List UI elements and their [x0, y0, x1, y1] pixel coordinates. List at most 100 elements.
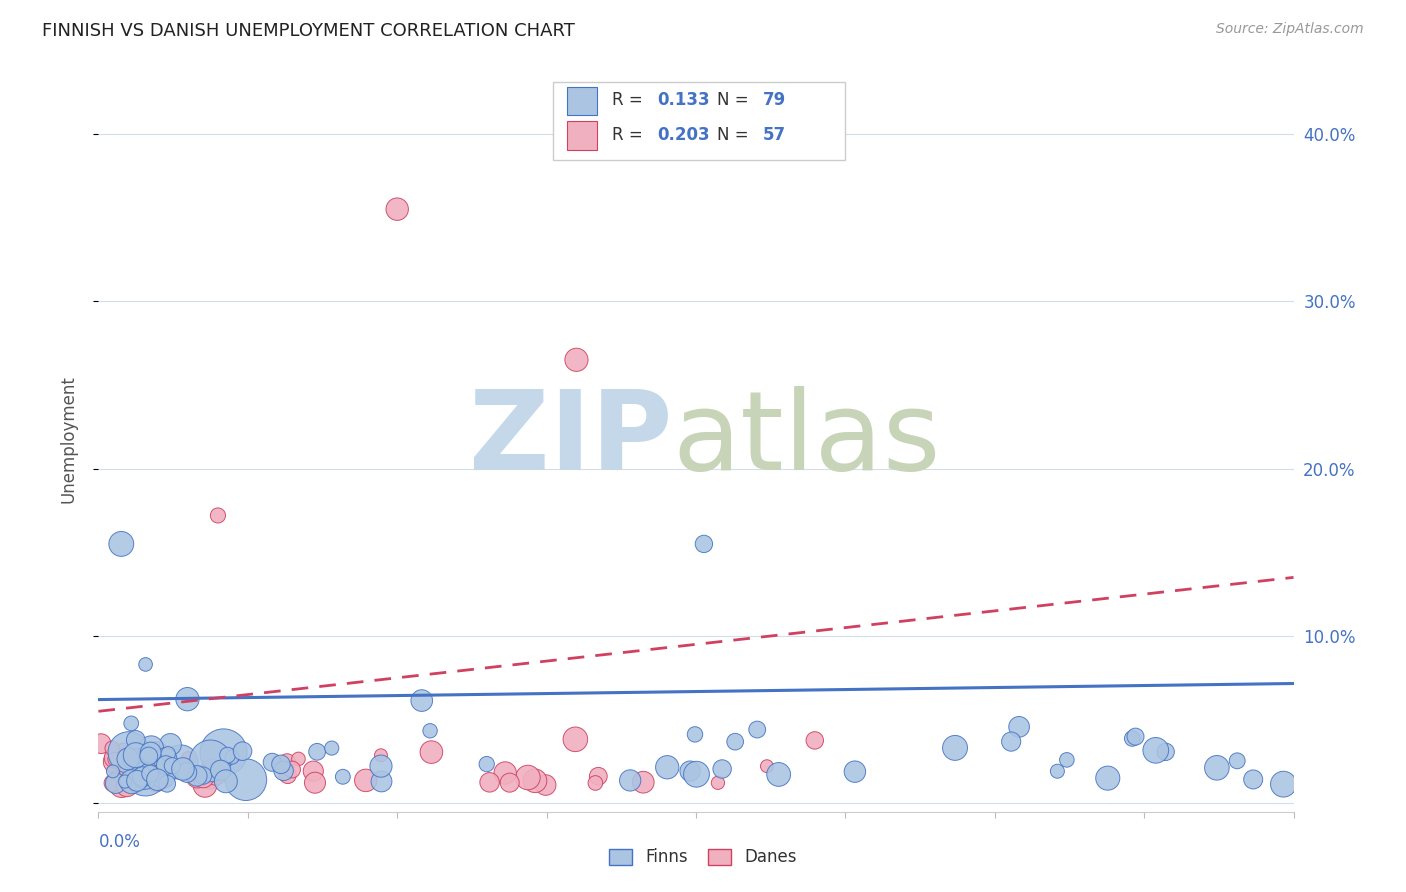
Text: N =: N =	[717, 91, 755, 110]
Point	[499, 775, 522, 789]
Point	[131, 770, 153, 784]
Point	[1046, 764, 1069, 779]
Point	[1205, 761, 1227, 775]
Point	[633, 775, 655, 789]
Point	[207, 508, 229, 523]
Legend: Finns, Danes: Finns, Danes	[602, 842, 804, 873]
Point	[232, 744, 254, 758]
Point	[724, 734, 747, 748]
Point	[131, 761, 153, 775]
Point	[139, 746, 162, 760]
Text: FINNISH VS DANISH UNEMPLOYMENT CORRELATION CHART: FINNISH VS DANISH UNEMPLOYMENT CORRELATI…	[42, 22, 575, 40]
Point	[1226, 754, 1249, 768]
Point	[197, 764, 219, 778]
Point	[235, 772, 257, 787]
Point	[135, 767, 157, 781]
Point	[124, 775, 146, 789]
Point	[354, 773, 377, 788]
Point	[186, 769, 208, 783]
Point	[101, 764, 124, 779]
Point	[145, 773, 167, 788]
Text: ZIP: ZIP	[468, 386, 672, 492]
Point	[217, 748, 239, 763]
Point	[138, 749, 160, 764]
Point	[270, 757, 292, 772]
Point	[534, 778, 557, 792]
Point	[307, 745, 329, 759]
Point	[1272, 777, 1295, 791]
Point	[177, 751, 200, 765]
Text: atlas: atlas	[672, 386, 941, 492]
Point	[215, 774, 238, 789]
Point	[747, 723, 769, 737]
Point	[1241, 772, 1264, 787]
Point	[135, 657, 157, 672]
Point	[176, 765, 198, 780]
Point	[321, 741, 343, 756]
Point	[191, 769, 214, 783]
Point	[302, 764, 325, 779]
Point	[134, 754, 156, 768]
Point	[156, 777, 179, 791]
Point	[332, 770, 354, 784]
Point	[1056, 753, 1078, 767]
Point	[134, 762, 156, 776]
Text: R =: R =	[613, 127, 648, 145]
Y-axis label: Unemployment: Unemployment	[59, 376, 77, 503]
Text: 79: 79	[763, 91, 786, 110]
Point	[478, 775, 501, 789]
Point	[111, 770, 134, 784]
Point	[125, 748, 148, 763]
Point	[221, 750, 243, 764]
Point	[1000, 734, 1022, 748]
Point	[200, 771, 222, 785]
Point	[411, 693, 433, 707]
Point	[803, 733, 825, 747]
Text: 0.133: 0.133	[658, 91, 710, 110]
Point	[186, 770, 208, 784]
Point	[679, 764, 702, 779]
Point	[101, 741, 124, 756]
Text: 57: 57	[763, 127, 786, 145]
Point	[129, 764, 152, 778]
Point	[516, 771, 538, 785]
Text: N =: N =	[717, 127, 755, 145]
Point	[193, 770, 215, 784]
Point	[134, 770, 156, 784]
Point	[619, 773, 641, 788]
Point	[162, 758, 184, 772]
Point	[768, 767, 790, 781]
Point	[304, 775, 326, 789]
Point	[475, 757, 498, 772]
Point	[683, 727, 706, 741]
Point	[118, 755, 141, 769]
Point	[494, 766, 516, 780]
Text: 0.203: 0.203	[658, 127, 710, 145]
Point	[1097, 771, 1119, 785]
Point	[844, 764, 866, 779]
Point	[117, 752, 139, 766]
Point	[146, 772, 169, 787]
Point	[209, 764, 232, 778]
Point	[139, 766, 162, 780]
Point	[115, 779, 138, 793]
Point	[90, 737, 112, 751]
Point	[200, 754, 222, 768]
Point	[152, 769, 174, 783]
Point	[370, 774, 392, 789]
Point	[711, 762, 734, 776]
Point	[145, 747, 167, 761]
Point	[524, 773, 547, 788]
Point	[120, 764, 142, 779]
Point	[755, 759, 778, 773]
Point	[172, 762, 194, 776]
Point	[104, 750, 127, 764]
Point	[110, 537, 132, 551]
Point	[121, 774, 143, 789]
Point	[104, 776, 127, 790]
Point	[118, 746, 141, 760]
Point	[281, 763, 304, 777]
Point	[114, 754, 136, 768]
Point	[1154, 745, 1177, 759]
Point	[370, 748, 392, 763]
